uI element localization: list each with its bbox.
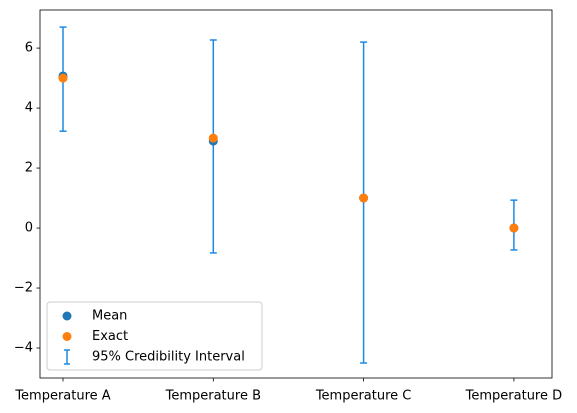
- plot-frame: [39, 9, 553, 379]
- legend-label: Mean: [92, 309, 127, 324]
- legend-label: 95% Credibility Interval: [92, 350, 245, 365]
- y-tick-label: 4: [25, 101, 33, 116]
- point: [58, 73, 68, 83]
- x-tick-label: Temperature C: [315, 389, 412, 404]
- legend-label: Exact: [92, 329, 128, 344]
- legend-box: [46, 301, 263, 371]
- y-tick-label: 0: [25, 221, 33, 236]
- point: [509, 223, 519, 233]
- y-tick-label: 2: [25, 161, 33, 176]
- y-tick-label: −4: [14, 341, 33, 356]
- legend-marker: [62, 311, 72, 321]
- y-tick-label: 6: [25, 41, 33, 56]
- point: [359, 193, 369, 203]
- legend-marker: [62, 332, 72, 341]
- x-tick-label: Temperature B: [165, 389, 261, 404]
- x-tick-label: Temperature A: [14, 389, 110, 404]
- legend-marker: [64, 349, 70, 365]
- error-bar: [209, 39, 217, 254]
- x-tick-label: Temperature D: [465, 389, 563, 404]
- point: [208, 133, 218, 143]
- y-tick-label: −2: [14, 281, 33, 296]
